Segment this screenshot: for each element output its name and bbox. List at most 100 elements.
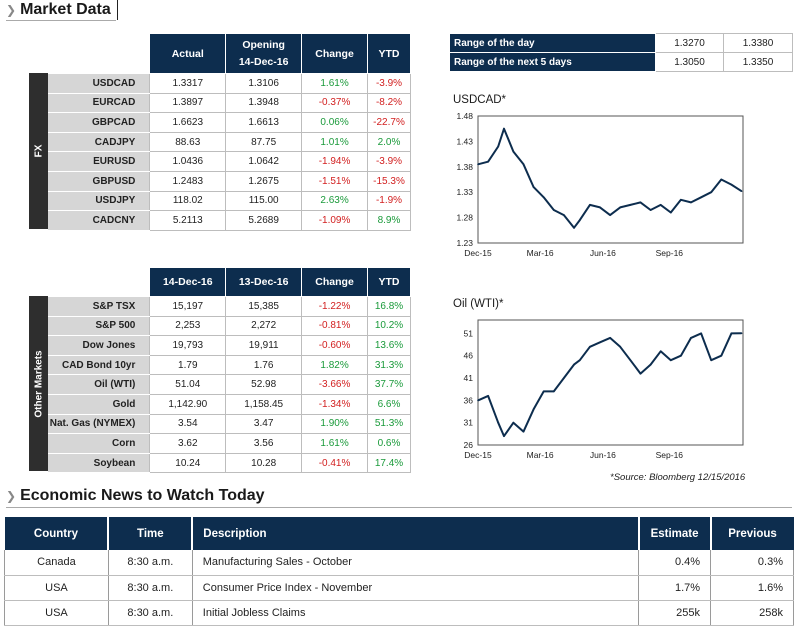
news-row-time: 8:30 a.m.	[107, 550, 193, 576]
fx-row: GBPCAD 1.6623 1.6613 0.06% -22.7%	[48, 112, 411, 133]
fx-row-ytd: -15.3%	[367, 170, 411, 192]
usdcad-y-tick: 1.33	[456, 187, 473, 197]
other-markets-side-label-text: Other Markets	[33, 349, 44, 418]
oil-data-point	[680, 354, 682, 357]
oil-data-point	[700, 332, 702, 335]
usdcad-data-point	[487, 160, 489, 163]
other-row-v1: 51.04	[149, 374, 227, 395]
other-row-ytd: 31.3%	[367, 354, 411, 376]
other-markets-side-label: Other Markets	[29, 296, 48, 471]
usdcad-data-point	[573, 226, 575, 229]
oil-data-point	[599, 341, 601, 344]
other-row: S&P 500 2,253 2,272 -0.81% 10.2%	[48, 315, 411, 337]
news-row: USA 8:30 a.m. Initial Jobless Claims 255k 25…	[4, 600, 794, 626]
fx-row-ytd: -1.9%	[367, 190, 411, 212]
oil-data-point	[649, 363, 652, 366]
range-row-high: 1.3380	[723, 33, 793, 53]
fx-row: EURUSD 1.0436 1.0642 -1.94% -3.9%	[48, 151, 411, 172]
fx-row: EURCAD 1.3897 1.3948 -0.37% -8.2%	[48, 92, 411, 114]
fx-row-opening: 115.00	[225, 190, 303, 212]
oil-data-point	[639, 372, 642, 375]
other-row-v1: 10.24	[149, 452, 227, 474]
fx-row-opening: 1.6613	[225, 112, 303, 133]
fx-row-change: 1.01%	[301, 131, 368, 153]
oil-data-point	[659, 350, 662, 353]
oil-data-point	[573, 363, 575, 366]
fx-row-actual: 1.6623	[149, 112, 227, 133]
other-row-name: Gold	[48, 394, 150, 415]
other-row-v1: 3.54	[149, 413, 227, 435]
usdcad-x-tick: Dec-15	[464, 248, 492, 258]
oil-data-point	[542, 390, 545, 393]
news-row-previous: 258k	[710, 600, 794, 626]
fx-row-name: CADJPY	[48, 132, 150, 153]
other-row-v1: 2,253	[149, 315, 227, 337]
other-row-v1: 3.62	[149, 433, 227, 454]
usdcad-data-point	[629, 204, 632, 206]
fx-header-ytd: YTD	[367, 33, 411, 74]
range-row-label: Range of the next 5 days	[449, 52, 656, 72]
fx-row-name: EURCAD	[48, 93, 150, 114]
oil-data-point	[487, 395, 489, 397]
usdcad-x-tick: Jun-16	[590, 248, 616, 258]
other-row-name: S&P TSX	[48, 296, 150, 317]
other-row-ytd: 6.6%	[367, 393, 411, 415]
fx-row-actual: 1.0436	[149, 151, 227, 172]
range-table: Range of the day 1.3270 1.3380 Range of the…	[449, 33, 793, 72]
other-row-ytd: 16.8%	[367, 296, 411, 317]
other-row-v1: 1,142.90	[149, 393, 227, 415]
other-row-v2: 2,272	[225, 315, 303, 337]
other-row-v1: 15,197	[149, 296, 227, 317]
fx-row: CADCNY 5.2113 5.2689 -1.09% 8.9%	[48, 210, 411, 231]
fx-row: USDCAD 1.3317 1.3106 1.61% -3.9%	[48, 73, 411, 94]
fx-row-name: CADCNY	[48, 210, 150, 231]
other-row-change: -1.22%	[301, 296, 368, 317]
oil-x-tick: Mar-16	[527, 450, 554, 460]
oil-data-point	[710, 359, 713, 361]
news-row-description: Initial Jobless Claims	[191, 600, 639, 626]
fx-table: Actual Opening 14-Dec-16 Change YTD USDC…	[48, 33, 411, 231]
usdcad-data-point	[477, 163, 479, 166]
usdcad-data-point	[700, 196, 702, 199]
usdcad-y-tick: 1.43	[456, 136, 473, 146]
usdcad-chart-title: USDCAD*	[453, 94, 507, 106]
other-row: Corn 3.62 3.56 1.61% 0.6%	[48, 433, 411, 454]
market-data-title-text: Market Data	[20, 1, 111, 18]
oil-y-tick: 41	[464, 373, 474, 383]
oil-data-point	[629, 359, 632, 361]
oil-x-tick: Dec-15	[464, 450, 492, 460]
usdcad-data-point	[542, 196, 545, 199]
oil-data-point	[553, 390, 555, 393]
market-data-title: ❯ Market Data	[6, 0, 111, 20]
other-row-change: 1.90%	[301, 413, 368, 435]
news-row-description: Manufacturing Sales - October	[191, 550, 639, 576]
other-row: S&P TSX 15,197 15,385 -1.22% 16.8%	[48, 296, 411, 317]
oil-y-tick: 26	[464, 440, 474, 450]
oil-y-tick: 31	[464, 418, 474, 428]
other-row-name: Oil (WTI)	[48, 374, 150, 395]
oil-data-point	[669, 359, 672, 361]
oil-data-point	[497, 421, 500, 424]
other-row-ytd: 0.6%	[367, 433, 411, 454]
usdcad-data-point	[532, 186, 535, 188]
fx-row-change: 2.63%	[301, 190, 368, 212]
other-header-col2: 13-Dec-16	[225, 267, 303, 297]
fx-row-opening: 1.3948	[225, 92, 303, 114]
other-row-change: 1.82%	[301, 354, 368, 376]
news-title-underline	[6, 507, 792, 508]
usdcad-data-point	[730, 183, 733, 186]
news-row-previous: 1.6%	[710, 575, 794, 601]
source-note: *Source: Bloomberg 12/15/2016	[610, 472, 746, 483]
usdcad-data-point	[497, 145, 500, 148]
fx-header-actual: Actual	[149, 33, 227, 74]
fx-row-actual: 1.3897	[149, 92, 227, 114]
news-row: USA 8:30 a.m. Consumer Price Index - Novem…	[4, 575, 794, 601]
fx-row-ytd: 8.9%	[367, 210, 411, 231]
oil-data-point	[522, 430, 525, 433]
economic-news-title: ❯ Economic News to Watch Today	[6, 486, 265, 506]
oil-data-point	[477, 399, 479, 402]
usdcad-data-point	[589, 204, 591, 206]
other-row-ytd: 13.6%	[367, 335, 411, 356]
